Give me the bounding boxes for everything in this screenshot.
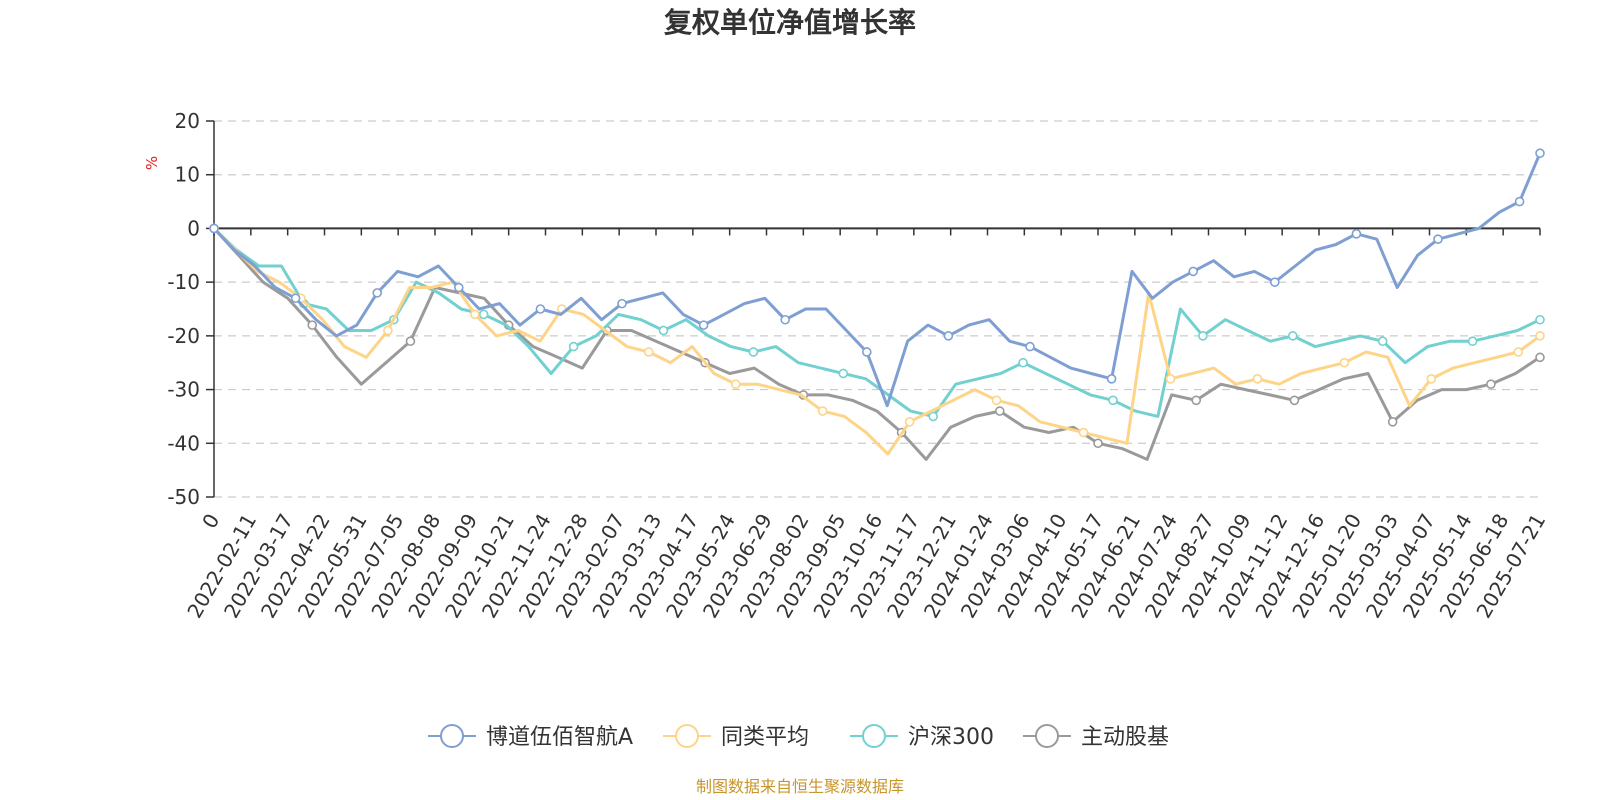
data-point (1486, 379, 1496, 390)
y-tick-label: 0 (187, 216, 200, 240)
data-point (1351, 229, 1362, 239)
y-tick-label: -30 (167, 378, 200, 402)
data-point (1535, 352, 1545, 363)
data-point (383, 325, 393, 336)
legend-item[interactable]: 沪深300 (850, 724, 994, 750)
data-point (1198, 331, 1208, 341)
data-point (1093, 438, 1103, 449)
data-point (658, 325, 669, 336)
data-point (1025, 341, 1035, 352)
legend-label: 同类平均 (721, 725, 809, 750)
data-point (780, 314, 791, 325)
y-tick-label: 10 (175, 163, 200, 187)
data-point (617, 298, 627, 309)
series-line (212, 227, 1541, 456)
data-point (1387, 416, 1398, 427)
legend-label: 主动股基 (1081, 725, 1169, 750)
data-point (861, 347, 872, 357)
data-point (1191, 395, 1202, 406)
data-point (1426, 374, 1437, 384)
data-point (470, 309, 480, 320)
y-axis: 20 10 0 -10 -20 -30 -40 -50 (167, 109, 215, 509)
data-point (405, 336, 416, 347)
data-point (748, 347, 759, 357)
data-point (928, 411, 938, 422)
y-axis-unit: % (143, 156, 161, 170)
data-point (1018, 357, 1028, 368)
legend-marker (1035, 724, 1059, 748)
data-point (568, 341, 579, 352)
legend-item[interactable]: 博道伍佰智航A (428, 724, 633, 750)
data-point (453, 282, 464, 293)
data-point (535, 304, 546, 314)
y-tick-label: -40 (167, 431, 200, 455)
data-point (994, 406, 1005, 416)
data-point (698, 320, 709, 330)
legend[interactable]: 博道伍佰智航A 同类平均 沪深300 主动股基 (428, 724, 1169, 750)
data-point (307, 320, 318, 330)
data-point (290, 293, 301, 304)
chart-title: 复权单位净值增长率 (664, 6, 916, 39)
series-group (209, 148, 1545, 461)
data-point (372, 288, 383, 298)
data-point (643, 347, 654, 357)
data-point (1535, 148, 1545, 159)
data-point (1513, 347, 1524, 357)
data-point (1078, 427, 1089, 438)
data-point (209, 223, 219, 234)
x-tick-label: 0 (197, 510, 224, 533)
y-tick-label: -50 (167, 485, 200, 509)
data-point (1289, 395, 1300, 406)
data-point (1165, 374, 1176, 384)
legend-marker (440, 724, 464, 748)
data-point (1188, 266, 1198, 277)
legend-item[interactable]: 同类平均 (663, 724, 809, 750)
data-point (1270, 277, 1280, 287)
data-source: 制图数据来自恒生聚源数据库 (696, 777, 904, 796)
legend-label: 博道伍佰智航A (486, 725, 633, 750)
grid (214, 120, 1540, 498)
y-tick-label: -20 (167, 324, 200, 348)
data-point (838, 368, 849, 379)
series-line (212, 152, 1542, 408)
legend-item[interactable]: 主动股基 (1023, 724, 1169, 750)
data-point (1535, 331, 1545, 341)
legend-label: 沪深300 (908, 725, 994, 750)
data-point (1287, 331, 1298, 341)
data-point (1514, 196, 1525, 207)
legend-marker (675, 724, 699, 748)
data-point (1339, 357, 1350, 368)
data-point (730, 379, 741, 390)
x-axis: 02022-02-112022-03-172022-04-222022-05-3… (182, 227, 1550, 622)
data-point (1106, 374, 1117, 384)
data-point (1535, 314, 1545, 325)
data-point (904, 416, 915, 427)
y-tick-label: 20 (175, 109, 200, 133)
data-point (991, 395, 1002, 406)
data-point (478, 309, 489, 320)
data-point (1433, 234, 1443, 244)
data-point (1467, 336, 1478, 347)
data-point (1108, 395, 1118, 406)
data-point (1377, 336, 1388, 347)
data-point (943, 331, 954, 341)
data-point (817, 406, 828, 416)
series-line (212, 227, 1541, 418)
y-tick-label: -10 (167, 270, 200, 294)
data-point (1252, 374, 1263, 384)
legend-marker (862, 724, 886, 748)
